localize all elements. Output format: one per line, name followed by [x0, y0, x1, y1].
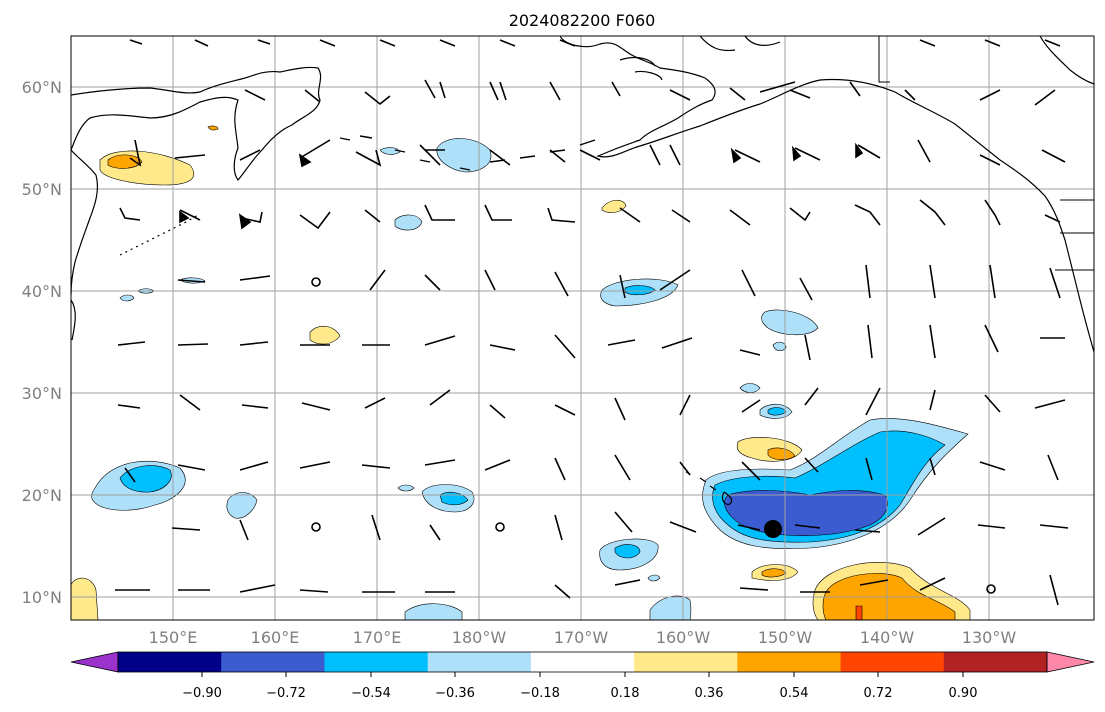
latitude-labels: 60°N 50°N 40°N 30°N 20°N 10°N [22, 78, 62, 607]
coastlines [70, 35, 1095, 505]
colorbar-label: −0.54 [351, 686, 391, 701]
colorbar-cell [221, 652, 325, 672]
colorbar-cell [324, 652, 429, 672]
lat-label: 50°N [22, 180, 62, 199]
colorbar-cell [634, 652, 738, 672]
lon-label: 140°W [860, 628, 915, 647]
map-frame [70, 35, 1095, 621]
lat-label: 40°N [22, 282, 62, 301]
colorbar-cell [427, 652, 532, 672]
lon-label: 160°E [251, 628, 300, 647]
colorbar-cells [70, 651, 1095, 673]
lon-label: 170°W [554, 628, 609, 647]
colorbar-cell [840, 652, 945, 672]
lat-label: 30°N [22, 384, 62, 403]
colorbar-cell [530, 652, 635, 672]
colorbar-labels: −0.90 −0.72 −0.54 −0.36 −0.18 0.18 0.36 … [182, 686, 977, 701]
colorbar-label: 0.18 [611, 686, 640, 701]
colorbar-label: −0.72 [266, 686, 306, 701]
lon-label: 150°E [149, 628, 198, 647]
colorbar-extend-low [70, 651, 119, 673]
figure-title: 2024082200 F060 [509, 11, 656, 30]
map-panel [70, 35, 1095, 621]
lat-label: 10°N [22, 588, 62, 607]
lon-label: 150°W [758, 628, 813, 647]
longitude-labels: 150°E 160°E 170°E 180°W 170°W 160°W 150°… [149, 628, 1017, 647]
colorbar-label: 0.72 [864, 686, 893, 701]
lon-label: 170°E [353, 628, 402, 647]
colorbar-cell [737, 652, 842, 672]
gridlines [71, 36, 1094, 620]
colorbar-cell [943, 652, 1048, 672]
colorbar: −0.90 −0.72 −0.54 −0.36 −0.18 0.18 0.36 … [70, 651, 1095, 701]
colorbar-ticks [201, 672, 964, 677]
lon-label: 160°W [656, 628, 711, 647]
storm-center-marker [764, 520, 782, 538]
colorbar-label: −0.90 [182, 686, 222, 701]
colorbar-cell [118, 652, 222, 672]
colorbar-label: 0.54 [780, 686, 809, 701]
lon-label: 130°W [962, 628, 1017, 647]
colorbar-label: 0.36 [695, 686, 724, 701]
lon-label: 180°W [452, 628, 507, 647]
colorbar-frame [117, 651, 1048, 673]
lat-label: 20°N [22, 486, 62, 505]
colorbar-label: −0.18 [520, 686, 560, 701]
colorbar-extend-high [1046, 651, 1095, 673]
lat-label: 60°N [22, 78, 62, 97]
colorbar-label: −0.36 [435, 686, 475, 701]
colorbar-label: 0.90 [949, 686, 978, 701]
wind-barbs [115, 39, 1069, 606]
